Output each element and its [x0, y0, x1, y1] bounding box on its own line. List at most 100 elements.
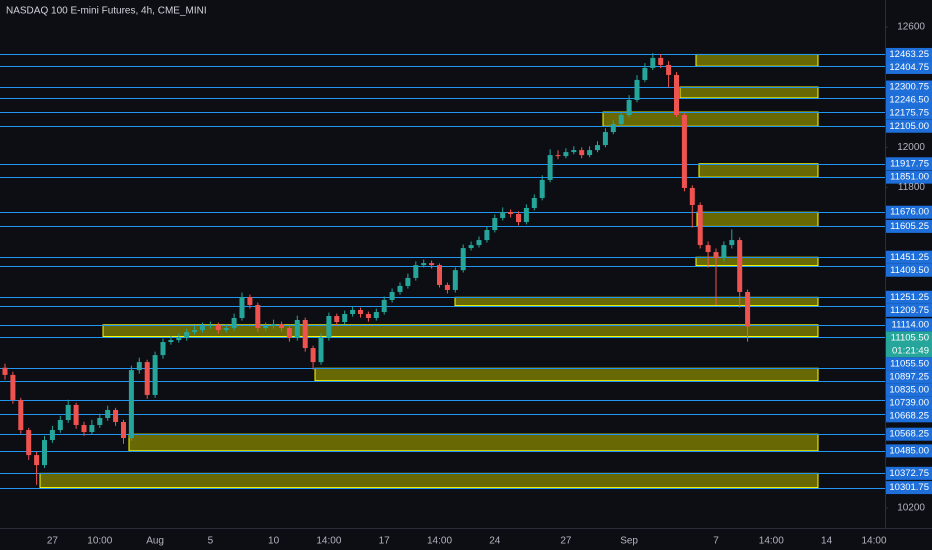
candle-body: [113, 409, 119, 423]
candle-body: [697, 204, 703, 246]
level-label: 11251.25: [890, 292, 929, 303]
candle-body: [650, 57, 656, 68]
candle-body: [587, 150, 593, 156]
x-tick-label: 17: [379, 536, 391, 547]
x-tick-label: 14: [821, 536, 833, 547]
candle-body: [737, 240, 743, 292]
level-label-bg: [886, 157, 932, 171]
candle-body: [666, 64, 672, 75]
candle-body: [334, 316, 340, 323]
candle-body: [674, 74, 679, 116]
countdown: 01:21:49: [892, 345, 929, 356]
level-label-bg: [886, 250, 932, 264]
level-label: 11114.00: [891, 319, 929, 330]
candle-body: [634, 79, 640, 100]
candle-body: [618, 115, 624, 125]
zone: [128, 433, 819, 452]
candle-body: [373, 312, 379, 319]
candle-body: [729, 240, 735, 246]
candle-body: [255, 304, 261, 329]
candle-body: [437, 265, 442, 285]
zone: [454, 296, 819, 307]
x-tick-label: Aug: [146, 536, 164, 547]
level-label: 12404.75: [889, 62, 929, 73]
candle-body: [642, 67, 648, 80]
candle-body: [263, 326, 269, 329]
candle-body: [160, 342, 166, 356]
candle-body: [602, 132, 608, 146]
candle-body: [405, 277, 411, 286]
level-label-bg: [886, 318, 932, 332]
y-tick-label: 11800: [898, 182, 926, 193]
candle-body: [18, 399, 24, 431]
level-label-bg: [886, 357, 932, 371]
x-tick-label: 27: [560, 536, 572, 547]
level-label: 10301.75: [889, 482, 929, 493]
x-tick-label: 14:00: [861, 536, 886, 547]
level-label-bg: [886, 466, 932, 480]
candle-body: [81, 425, 87, 433]
candle-body: [492, 218, 498, 231]
candle-body: [207, 325, 213, 327]
candle-body: [184, 332, 190, 339]
candle-body: [105, 409, 111, 419]
candle-body: [42, 440, 47, 466]
level-label-bg: [886, 47, 932, 61]
candle-body: [476, 240, 482, 246]
level-label: 10668.25: [889, 410, 929, 421]
level-label-bg: [886, 444, 932, 458]
candle-body: [57, 420, 63, 431]
candle-body: [2, 367, 8, 375]
level-label: 10897.25: [889, 371, 929, 382]
zone: [695, 256, 819, 267]
level-label: 10739.00: [889, 397, 929, 408]
candle-body: [318, 338, 324, 363]
candle-body: [468, 245, 474, 249]
candle-body: [365, 314, 371, 319]
candle-body: [128, 370, 134, 439]
level-label: 10835.00: [889, 384, 929, 395]
level-label-bg: [886, 263, 932, 277]
level-label-bg: [886, 80, 932, 94]
candle-body: [65, 404, 71, 421]
candle-body: [721, 245, 727, 259]
candle-body: [397, 285, 403, 292]
candle-body: [555, 155, 561, 157]
y-tick-label: 12000: [897, 142, 925, 153]
level-label-bg: [886, 290, 932, 304]
candle-body: [144, 362, 150, 395]
candle-body: [294, 320, 300, 339]
candle-body: [523, 208, 529, 223]
level-label-bg: [886, 93, 932, 107]
level-label-bg: [886, 170, 932, 184]
candle-body: [192, 330, 198, 333]
candle-body: [326, 316, 332, 339]
x-tick-label: Sep: [620, 536, 638, 547]
candle-body: [223, 328, 229, 331]
last-price-bg: [886, 331, 932, 358]
candle-body: [49, 430, 55, 441]
level-label: 10568.25: [889, 429, 929, 440]
candle-body: [121, 422, 126, 439]
level-label: 10372.75: [889, 468, 929, 479]
candle-body: [358, 309, 363, 315]
candle-body: [547, 155, 553, 180]
candle-body: [484, 230, 490, 241]
level-label: 12463.25: [889, 49, 929, 60]
y-tick-label: 12600: [897, 22, 925, 33]
candle-body: [200, 326, 205, 331]
level-label: 11409.50: [890, 265, 929, 276]
zone: [698, 163, 819, 178]
level-label: 11209.75: [890, 305, 929, 316]
candle-body: [73, 404, 79, 426]
candle-body: [279, 324, 284, 329]
candle-body: [531, 197, 537, 208]
level-label: 12246.50: [889, 95, 929, 106]
candle-body: [176, 338, 182, 341]
zone: [679, 86, 819, 99]
x-tick-label: 27: [47, 536, 59, 547]
candle-body: [610, 124, 616, 133]
zone: [39, 472, 819, 489]
